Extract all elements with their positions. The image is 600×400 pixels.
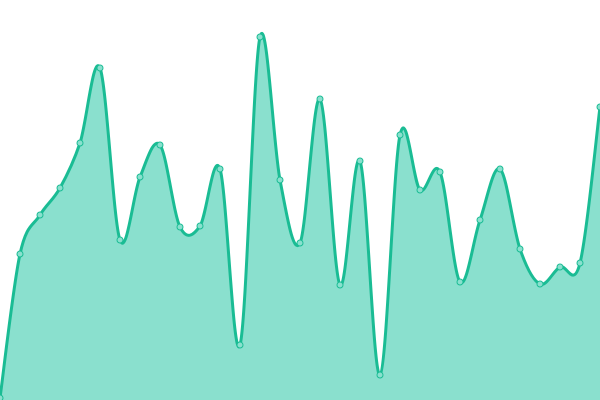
data-point-7 <box>136 173 144 181</box>
data-point-25 <box>496 165 504 173</box>
data-point-16 <box>316 95 324 103</box>
data-point-23 <box>456 278 464 286</box>
data-point-29 <box>576 259 584 267</box>
data-point-28 <box>556 263 564 271</box>
data-point-18 <box>356 157 364 165</box>
data-point-20 <box>396 131 404 139</box>
area-fill <box>0 33 600 400</box>
data-point-10 <box>196 222 204 230</box>
data-points <box>0 33 600 400</box>
data-point-12 <box>236 341 244 349</box>
data-point-14 <box>276 176 284 184</box>
data-point-8 <box>156 141 164 149</box>
data-point-26 <box>516 245 524 253</box>
data-point-3 <box>56 184 64 192</box>
data-point-0 <box>0 394 4 400</box>
data-point-30 <box>596 103 600 111</box>
data-point-19 <box>376 371 384 379</box>
data-point-24 <box>476 216 484 224</box>
data-point-9 <box>176 223 184 231</box>
data-point-13 <box>256 33 264 41</box>
data-point-1 <box>16 250 24 258</box>
data-point-22 <box>436 168 444 176</box>
data-point-4 <box>76 139 84 147</box>
data-point-17 <box>336 281 344 289</box>
data-point-5 <box>96 64 104 72</box>
data-point-2 <box>36 211 44 219</box>
data-point-6 <box>116 236 124 244</box>
data-point-11 <box>216 165 224 173</box>
data-point-27 <box>536 280 544 288</box>
data-point-15 <box>296 239 304 247</box>
data-point-21 <box>416 186 424 194</box>
